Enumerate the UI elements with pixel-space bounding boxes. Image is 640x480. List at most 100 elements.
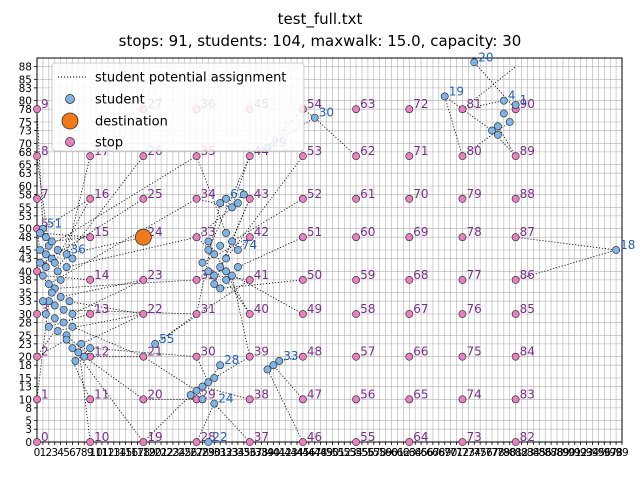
x-tick-label: 9 <box>87 447 94 459</box>
assignment-edge <box>66 236 144 255</box>
student-point <box>210 399 219 408</box>
stop-point <box>352 105 360 114</box>
stops: 0123457891011121314151617192021222324252… <box>33 97 535 446</box>
stop-label: 59 <box>360 268 375 282</box>
x-tick-label: 27 <box>190 447 203 459</box>
stop-label: 42 <box>254 225 269 239</box>
student-point <box>494 122 502 131</box>
x-tick-label: 23 <box>166 447 179 459</box>
assignment-edge <box>462 100 504 110</box>
x-tick-label: 80 <box>503 447 516 459</box>
x-tick-label: 35 <box>237 447 250 459</box>
student-point <box>47 237 56 246</box>
stop-label: 60 <box>360 225 375 239</box>
student-point <box>50 301 59 310</box>
stop-label: 48 <box>307 345 322 359</box>
x-tick-label: 45 <box>296 447 309 459</box>
stop-point <box>352 194 360 203</box>
student-point <box>210 271 219 280</box>
student-point <box>39 271 47 280</box>
assignment-edge <box>48 198 197 285</box>
stop-point <box>245 352 254 361</box>
student-point <box>50 258 59 267</box>
stop-label: 33 <box>201 225 216 239</box>
x-tick-label: 20 <box>148 447 161 459</box>
student-label: 74 <box>242 238 257 252</box>
x-tick-label: 54 <box>349 447 363 459</box>
x-tick-label: 38 <box>255 447 268 459</box>
x-tick-label: 36 <box>243 447 257 459</box>
student-point <box>216 361 225 370</box>
student-point <box>62 250 71 259</box>
assignment-edge <box>220 279 303 289</box>
stop-point <box>405 352 414 361</box>
stop-point <box>352 438 360 446</box>
legend: student potential assignment student desti… <box>51 62 305 152</box>
assignment-edge <box>143 394 191 443</box>
stop-label: 80 <box>466 144 481 158</box>
stop-label: 55 <box>360 430 375 444</box>
x-tick-label: 58 <box>373 447 386 459</box>
student-label: 55 <box>159 332 174 346</box>
assignment-edge <box>202 386 250 400</box>
y-tick-label: 83 <box>19 83 32 95</box>
student-point <box>222 267 230 276</box>
stop-label: 81 <box>466 97 481 111</box>
assignment-edge <box>207 155 251 251</box>
student-point <box>499 109 508 118</box>
y-tick-label: 18 <box>19 360 32 372</box>
stop-point <box>352 310 360 318</box>
assignment-edge <box>66 339 144 443</box>
y-tick-label: 30 <box>19 309 32 321</box>
stop-point <box>299 194 307 203</box>
y-tick-label: 35 <box>19 288 32 300</box>
stop-label: 83 <box>520 387 535 401</box>
assignment-edge <box>66 156 91 255</box>
student-label: 20 <box>478 50 493 64</box>
student-point <box>56 275 65 284</box>
x-tick-label: 84 <box>527 447 541 459</box>
stop-label: 84 <box>520 345 535 359</box>
stop-point <box>139 194 148 203</box>
x-tick-label: 99 <box>615 447 628 459</box>
stop-point <box>458 395 467 404</box>
x-tick-label: 85 <box>533 447 546 459</box>
stop-point <box>33 352 41 361</box>
x-tick-label: 19 <box>143 447 156 459</box>
x-tick-label: 94 <box>586 447 600 459</box>
y-tick-label: 5 <box>25 416 32 428</box>
stop-label: 13 <box>94 302 109 316</box>
stop-point <box>245 310 254 318</box>
x-tick-label: 98 <box>609 447 622 459</box>
student-point <box>68 322 77 331</box>
assignment-edge <box>36 156 50 246</box>
stop-label: 9 <box>41 97 49 111</box>
x-tick-label: 0 <box>34 447 41 459</box>
stop-label: 11 <box>94 387 109 401</box>
x-tick-label: 61 <box>391 447 404 459</box>
student-point <box>440 92 449 101</box>
assignment-edge <box>72 326 144 358</box>
stop-point <box>405 105 414 114</box>
student-point <box>488 126 496 135</box>
student-point <box>511 101 520 109</box>
student-point <box>71 357 80 365</box>
student-point <box>59 318 68 327</box>
assignment-edge <box>42 198 91 230</box>
x-tick-label: 92 <box>574 447 587 459</box>
x-tick-label: 42 <box>278 447 291 459</box>
student-point <box>68 254 77 263</box>
stop-label: 78 <box>466 225 481 239</box>
x-tick-label: 95 <box>592 447 605 459</box>
x-tick-label: 8 <box>81 447 88 459</box>
stop-point <box>192 275 201 284</box>
x-tick-label: 65 <box>414 447 427 459</box>
x-axis-ticks: 0 1 2 3 4 5 6 7 8 9101112131415161718192021222324… <box>34 442 629 459</box>
student-label: 36 <box>71 242 86 256</box>
legend-stop-swatch <box>65 137 75 147</box>
x-tick-label: 76 <box>479 447 493 459</box>
stop-label: 3 <box>41 302 49 316</box>
x-tick-label: 10 <box>89 447 102 459</box>
student-point <box>210 280 219 289</box>
x-tick-label: 22 <box>160 447 173 459</box>
